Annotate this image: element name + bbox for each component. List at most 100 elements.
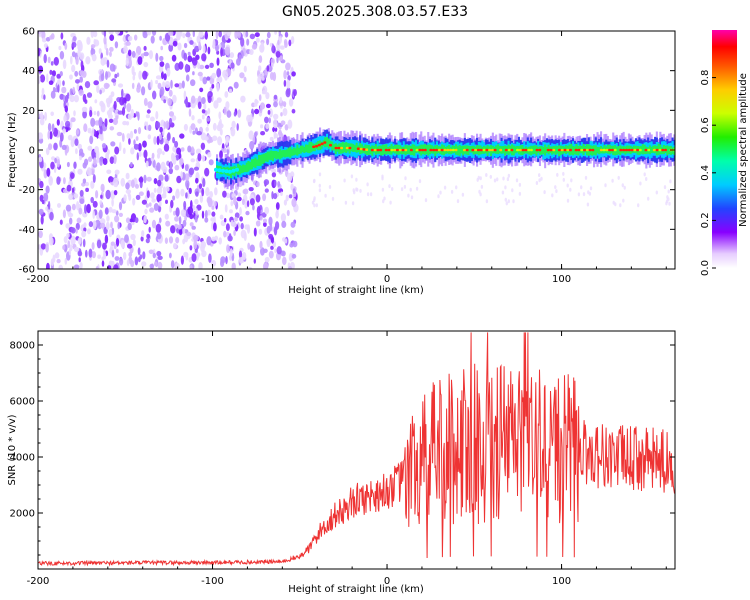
noise-blob [86, 92, 93, 98]
noise-blob [99, 100, 104, 107]
noise-blob [355, 177, 358, 182]
ridge-band [350, 143, 353, 152]
noise-blob [147, 101, 153, 109]
noise-blob [170, 79, 173, 89]
noise-blob [293, 89, 297, 97]
noise-blob [318, 172, 322, 177]
noise-blob [49, 131, 53, 140]
noise-blob [149, 263, 154, 269]
noise-blob [138, 191, 144, 196]
noise-blob [146, 109, 151, 114]
noise-blob [70, 227, 76, 234]
noise-blob [39, 74, 46, 83]
noise-blob [188, 108, 192, 117]
noise-blob [198, 262, 203, 269]
ridge-core [328, 143, 333, 147]
noise-blob [178, 61, 184, 70]
noise-blob [249, 49, 254, 55]
noise-blob [569, 187, 572, 192]
noise-blob [225, 256, 228, 265]
ridge-core [541, 148, 545, 152]
noise-blob [145, 121, 149, 131]
noise-blob [79, 148, 84, 156]
noise-blob [269, 108, 273, 118]
noise-blob [234, 31, 238, 40]
noise-blob [82, 238, 86, 248]
noise-blob [245, 31, 249, 38]
noise-blob [98, 133, 104, 140]
noise-blob [163, 73, 167, 81]
noise-blob [191, 225, 196, 230]
noise-blob [145, 238, 150, 244]
noise-blob [114, 256, 120, 261]
noise-blob [267, 110, 271, 115]
ridge-core [340, 146, 344, 150]
noise-blob [621, 183, 624, 188]
ridge-core [583, 148, 587, 152]
noise-blob [75, 228, 78, 234]
noise-blob [155, 52, 159, 62]
noise-blob [43, 53, 47, 64]
noise-blob [172, 94, 177, 104]
ridge-core [549, 148, 553, 152]
noise-blob [135, 183, 139, 189]
noise-blob [570, 178, 573, 183]
ridge-core [235, 167, 239, 172]
noise-blob [45, 147, 50, 156]
noise-blob [56, 119, 60, 126]
noise-blob [220, 256, 226, 264]
noise-blob [252, 204, 255, 211]
noise-blob [134, 34, 138, 41]
noise-blob [152, 31, 157, 36]
noise-blob [146, 233, 151, 239]
noise-blob [195, 148, 202, 155]
noise-blob [224, 46, 231, 56]
noise-blob [201, 187, 205, 197]
noise-blob [78, 207, 83, 215]
noise-blob [52, 87, 56, 92]
ridge-core [608, 148, 612, 152]
noise-blob [389, 200, 392, 205]
noise-blob [107, 149, 110, 156]
noise-blob [176, 175, 182, 184]
noise-blob [480, 184, 484, 189]
noise-blob [171, 54, 177, 62]
noise-blob [443, 185, 447, 190]
noise-blob [269, 42, 273, 47]
noise-blob [115, 237, 120, 247]
noise-blob [286, 209, 290, 217]
noise-blob [141, 261, 147, 267]
noise-blob [403, 184, 407, 189]
noise-blob [184, 99, 188, 105]
ridge-core [398, 148, 402, 152]
noise-blob [71, 187, 75, 193]
noise-blob [622, 198, 625, 203]
ridge-core [323, 141, 327, 144]
ridge-band [280, 150, 283, 159]
noise-blob [45, 243, 49, 253]
noise-blob [230, 127, 236, 137]
ridge-core [521, 148, 525, 152]
noise-blob [182, 227, 186, 235]
noise-blob [138, 142, 142, 152]
noise-blob [476, 177, 479, 182]
noise-blob [71, 203, 76, 211]
noise-blob [158, 174, 164, 182]
noise-blob [172, 155, 177, 165]
noise-blob [114, 146, 120, 155]
noise-blob [381, 174, 384, 179]
noise-blob [73, 264, 80, 269]
noise-blob [50, 61, 54, 66]
noise-blob [260, 131, 266, 136]
noise-blob [207, 95, 212, 104]
noise-blob [182, 238, 186, 245]
ridge-core [423, 148, 427, 152]
noise-blob [501, 190, 505, 195]
noise-blob [383, 196, 386, 201]
ridge-core [499, 148, 503, 152]
x-tick-label: 100 [552, 274, 571, 285]
noise-blob [225, 136, 230, 143]
noise-blob [62, 59, 67, 70]
noise-blob [58, 264, 63, 269]
